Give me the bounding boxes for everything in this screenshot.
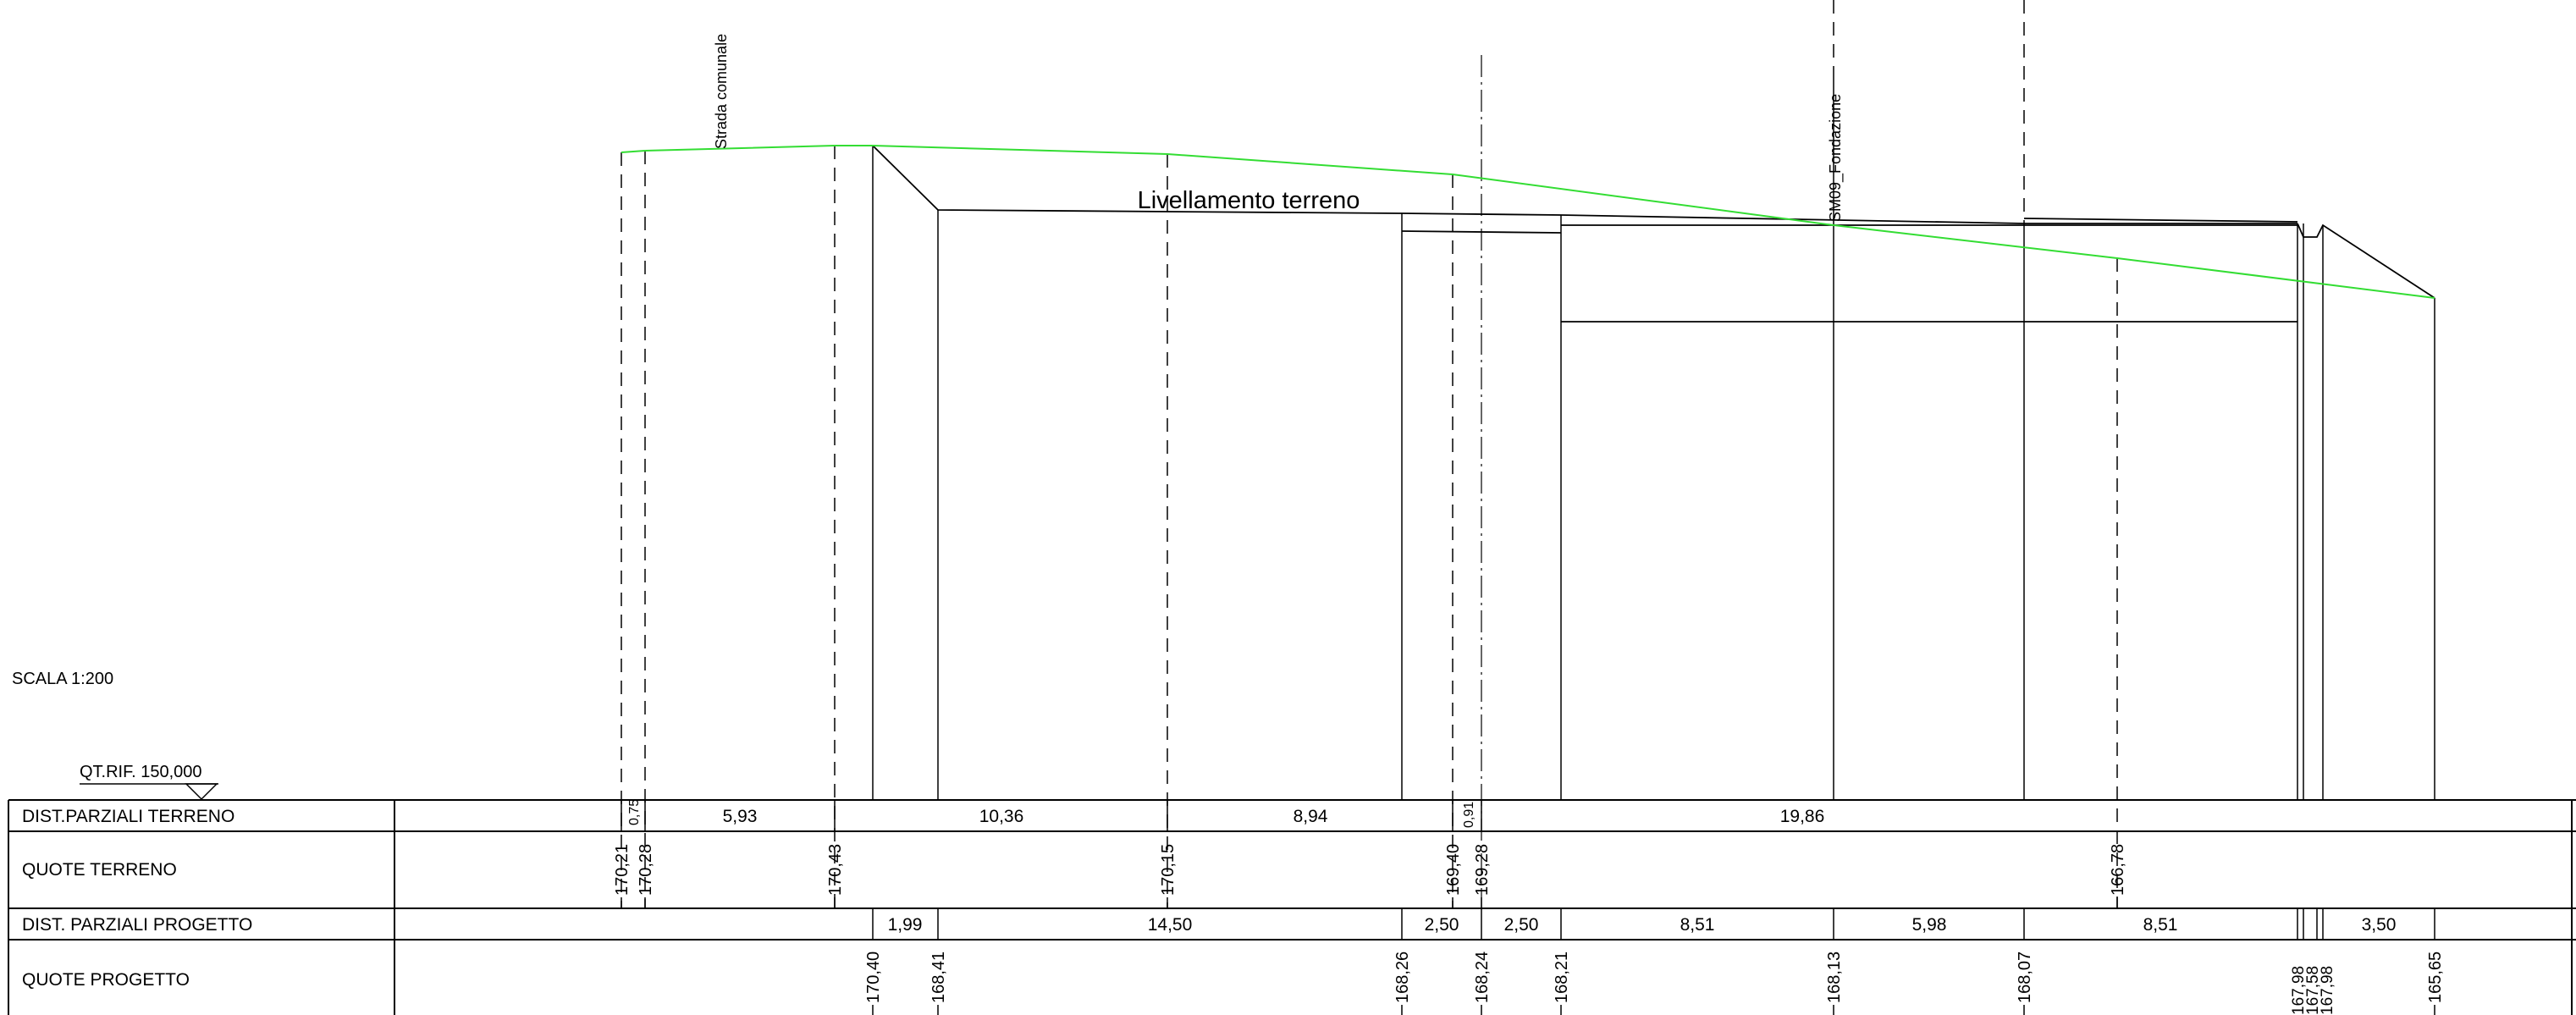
- terrain-distance-value: 19,86: [1780, 807, 1825, 826]
- terrain-elevation-ticks: [621, 897, 2118, 908]
- project-distance-value: 2,50: [1504, 915, 1539, 935]
- terrain-distance-value: 8,94: [1294, 807, 1328, 826]
- project-distance-ticks: [872, 908, 2435, 940]
- terrain-elevation-value: 166,78: [2109, 844, 2127, 896]
- project-elevation-value: 165,65: [2426, 952, 2445, 1003]
- project-distance-value: 14,50: [1148, 915, 1193, 935]
- terrain-distance-value: 10,36: [979, 807, 1024, 826]
- reference-level-marker: [80, 783, 218, 801]
- project-distance-value: 8,51: [2143, 915, 2178, 935]
- terrain-distance-value: 5,93: [723, 807, 758, 826]
- project-elevation-ticks: [872, 1005, 2435, 1015]
- terrain-elevation-value: 169,28: [1473, 844, 1492, 896]
- project-distance-value: 3,50: [2362, 915, 2397, 935]
- reference-level-label: QT.RIF. 150,000: [80, 763, 202, 781]
- project-elevation-value: 167,98: [2319, 966, 2336, 1015]
- project-elevation-value: 168,26: [1393, 952, 1412, 1003]
- terrain-profile-line: [621, 145, 2435, 299]
- terrain-distance-value: 0,75: [627, 799, 642, 825]
- terrain-distance-ticks: [621, 800, 1482, 831]
- station-lines: [621, 0, 2118, 907]
- table-grid: [8, 799, 2576, 1015]
- foundation-label: SM09_Fondazione: [1827, 94, 1845, 222]
- row-header-project-elevations: QUOTE PROGETTO: [22, 970, 190, 990]
- terrain-elevation-value: 170,21: [613, 844, 632, 896]
- project-elevation-value: 168,07: [2016, 952, 2034, 1003]
- project-distance-value: 1,99: [888, 915, 923, 935]
- project-elevation-value: 168,21: [1553, 952, 1571, 1003]
- project-vertical-lines: [872, 68, 2435, 800]
- project-distance-value: 2,50: [1425, 915, 1459, 935]
- row-header-terrain-distances: DIST.PARZIALI TERRENO: [22, 807, 234, 826]
- project-profile: [872, 145, 2435, 323]
- terrain-elevation-value: 169,40: [1444, 844, 1463, 896]
- project-distance-value: 8,51: [1680, 915, 1715, 935]
- terrain-elevation-value: 170,28: [637, 844, 655, 896]
- project-distance-value: 5,98: [1912, 915, 1947, 935]
- terrain-elevation-value: 170,15: [1159, 844, 1178, 896]
- project-elevation-value: 167,98: [2290, 966, 2308, 1015]
- project-elevation-value: 168,24: [1473, 952, 1492, 1003]
- terrain-distance-value: 0,91: [1462, 802, 1476, 828]
- project-elevation-value: 168,13: [1825, 952, 1844, 1003]
- row-header-project-distances: DIST. PARZIALI PROGETTO: [22, 915, 252, 935]
- leveling-label: Livellamento terreno: [1138, 187, 1360, 214]
- project-elevation-value: 170,40: [864, 952, 883, 1003]
- terrain-elevation-value: 170,43: [826, 844, 845, 896]
- project-elevation-value: 168,41: [929, 952, 948, 1003]
- scale-label: SCALA 1:200: [12, 670, 113, 688]
- row-header-terrain-elevations: QUOTE TERRENO: [22, 860, 177, 880]
- project-elevation-value: 167,58: [2304, 966, 2322, 1015]
- road-label: Strada comunale: [713, 34, 730, 149]
